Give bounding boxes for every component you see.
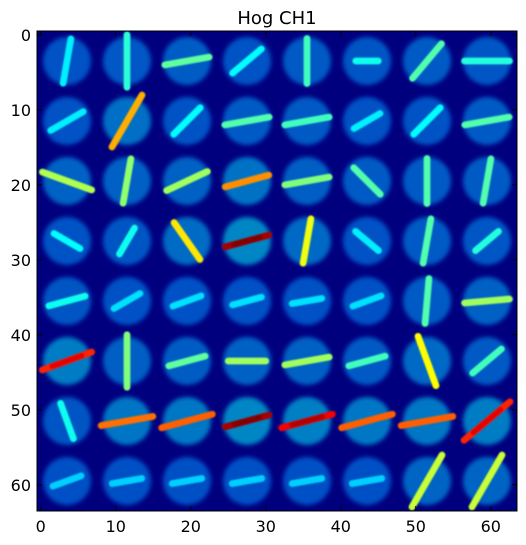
hog-gradient-stroke <box>349 292 385 310</box>
hog-gradient-stroke <box>288 295 326 307</box>
y-axis-ticks: 0 10 20 30 40 50 60 <box>11 26 517 495</box>
y-tick-label: 0 <box>21 26 31 45</box>
hog-gradient-stroke <box>97 413 157 429</box>
x-tick-label: 60 <box>481 517 501 536</box>
hog-gradient-stroke <box>409 40 445 82</box>
hog-gradient-stroke <box>221 113 273 129</box>
hog-gradient-core <box>231 414 263 428</box>
hog-gradient-stroke <box>479 155 495 207</box>
hog-gradient-stroke <box>410 104 444 138</box>
hog-gradient-stroke <box>228 475 266 487</box>
hog-gradient-stroke <box>348 475 386 487</box>
hog-gradient-stroke <box>108 475 146 487</box>
hog-gradient-stroke <box>419 215 435 267</box>
image-background <box>37 31 517 511</box>
plot-frame <box>36 30 518 512</box>
hog-gradient-stroke <box>221 171 273 191</box>
hog-gradient-stroke <box>472 227 502 255</box>
hog-gradient-stroke <box>350 164 384 198</box>
hog-gradient-stroke <box>161 53 213 69</box>
hog-image <box>37 31 517 511</box>
hog-gradient-stroke <box>408 451 446 511</box>
hog-gradient-stroke <box>414 332 440 390</box>
hog-gradient-stroke <box>47 108 87 134</box>
hog-gradient-stroke <box>350 110 384 132</box>
x-tick-label: 50 <box>406 517 426 536</box>
hog-gradient-stroke <box>170 219 204 263</box>
hog-gradient-stroke <box>116 224 138 258</box>
x-tick-label: 40 <box>331 517 351 536</box>
hog-gradient-stroke <box>169 292 205 310</box>
y-tick-label: 40 <box>11 326 31 345</box>
hog-gradient-stroke <box>163 168 211 194</box>
hog-gradient-stroke <box>38 168 96 194</box>
hog-gradient-stroke <box>59 35 75 87</box>
hog-gradient-stroke <box>352 227 382 255</box>
hog-gradient-core <box>49 352 85 370</box>
hog-gradient-stroke <box>165 352 209 370</box>
hog-gradient-stroke <box>229 293 265 309</box>
y-tick-label: 10 <box>11 101 31 120</box>
hog-gradient-stroke <box>168 475 206 487</box>
hog-gradient-stroke <box>468 451 506 511</box>
hog-gradient-stroke <box>281 353 333 369</box>
y-tick-label: 50 <box>11 401 31 420</box>
hog-gradient-stroke <box>119 155 135 207</box>
x-tick-label: 0 <box>36 517 46 536</box>
hog-gradient-stroke <box>299 215 315 267</box>
x-tick-label: 10 <box>106 517 126 536</box>
hog-gradient-stroke <box>281 113 333 129</box>
hog-gradient-stroke <box>288 475 326 487</box>
hog-gradient-core <box>231 234 263 248</box>
hog-gradient-core <box>470 406 504 436</box>
hog-gradient-stroke <box>49 472 85 490</box>
hog-gradient-core <box>289 414 325 428</box>
plot-title: Hog CH1 <box>237 8 316 29</box>
hog-gradient-stroke <box>158 410 216 432</box>
hog-gradient-stroke <box>461 113 513 129</box>
hog-gradient-stroke <box>45 292 89 310</box>
y-tick-label: 20 <box>11 176 31 195</box>
hog-gradient-stroke <box>461 295 513 307</box>
hog-gradient-stroke <box>108 91 146 151</box>
hog-gradient-stroke <box>110 290 144 312</box>
x-tick-label: 20 <box>181 517 201 536</box>
hog-gradient-stroke <box>281 173 333 189</box>
hog-gradient-stroke <box>57 400 77 442</box>
hog-gradient-stroke <box>469 345 505 377</box>
y-tick-label: 30 <box>11 251 31 270</box>
x-tick-label: 30 <box>256 517 276 536</box>
hog-gradient-stroke <box>229 45 265 77</box>
hog-gradient-stroke <box>338 410 396 432</box>
hog-gradient-stroke <box>345 352 389 370</box>
x-axis-ticks: 0 10 20 30 40 50 60 <box>36 31 501 536</box>
hog-gradient-stroke <box>170 104 204 138</box>
y-tick-label: 60 <box>11 476 31 495</box>
hog-gradient-stroke <box>421 275 433 327</box>
hog-stroke-layer <box>38 31 514 511</box>
hog-gradient-stroke <box>50 230 84 252</box>
hog-gradient-stroke <box>397 413 457 429</box>
